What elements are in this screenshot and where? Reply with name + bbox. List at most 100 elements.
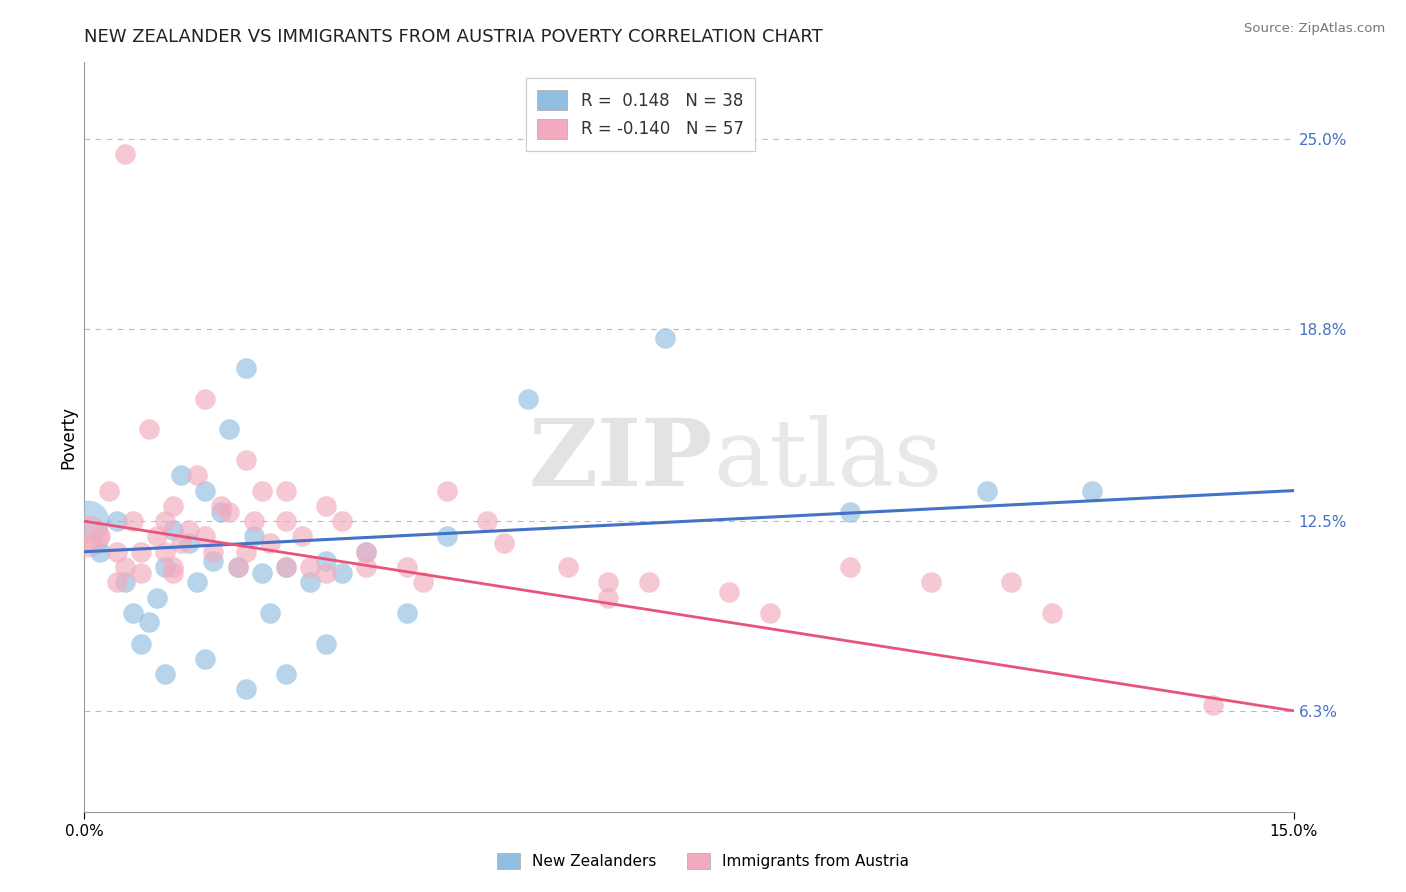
Point (1040, 606, 1063, 620)
Point (598, 575, 620, 590)
Point (105, 514, 128, 528)
Point (274, 514, 297, 528)
Point (395, 560, 418, 574)
Point (259, 606, 281, 620)
Point (129, 545, 152, 559)
Y-axis label: Poverty: Poverty (59, 406, 77, 468)
Point (170, 468, 193, 483)
Point (274, 560, 297, 574)
Point (186, 468, 208, 483)
Point (598, 591, 620, 605)
Point (162, 560, 184, 574)
Point (235, 545, 257, 559)
Point (194, 529, 217, 543)
Point (235, 453, 257, 467)
Point (121, 514, 143, 528)
Point (162, 566, 184, 581)
Point (129, 636, 152, 650)
Point (330, 514, 353, 528)
Point (186, 575, 208, 590)
Point (654, 331, 676, 345)
Point (179, 524, 201, 538)
Point (242, 514, 264, 528)
Point (194, 483, 217, 498)
Point (146, 591, 169, 605)
Point (138, 615, 160, 629)
Point (250, 566, 273, 581)
Point (242, 529, 264, 543)
Point (274, 667, 297, 681)
Point (179, 535, 201, 549)
Text: ZIP: ZIP (529, 415, 713, 505)
Point (89, 545, 111, 559)
Text: NEW ZEALANDER VS IMMIGRANTS FROM AUSTRIA POVERTY CORRELATION CHART: NEW ZEALANDER VS IMMIGRANTS FROM AUSTRIA… (84, 28, 823, 45)
Point (356, 545, 378, 559)
Point (153, 667, 176, 681)
Point (153, 545, 176, 559)
Point (637, 575, 659, 590)
Point (436, 483, 458, 498)
Point (209, 499, 232, 513)
Point (315, 566, 337, 581)
Point (235, 682, 257, 697)
Point (436, 529, 458, 543)
Point (114, 575, 136, 590)
Point (138, 422, 160, 436)
Point (202, 554, 225, 568)
Point (557, 560, 579, 574)
Point (299, 560, 322, 574)
Point (315, 499, 337, 513)
Point (839, 560, 862, 574)
Point (299, 575, 322, 590)
Point (291, 529, 314, 543)
Point (77, 514, 100, 528)
Point (412, 575, 434, 590)
Point (250, 483, 273, 498)
Point (170, 535, 193, 549)
Point (274, 560, 297, 574)
Point (516, 392, 538, 406)
Point (259, 535, 281, 549)
Point (202, 545, 225, 559)
Point (89, 529, 111, 543)
Point (395, 606, 418, 620)
Legend: New Zealanders, Immigrants from Austria: New Zealanders, Immigrants from Austria (491, 847, 915, 875)
Point (235, 361, 257, 376)
Legend: R =  0.148   N = 38, R = -0.140   N = 57: R = 0.148 N = 38, R = -0.140 N = 57 (526, 78, 755, 151)
Point (477, 514, 499, 528)
Point (920, 575, 942, 590)
Point (330, 566, 353, 581)
Point (77, 529, 100, 543)
Point (194, 652, 217, 666)
Point (356, 560, 378, 574)
Point (492, 535, 515, 549)
Point (226, 560, 249, 574)
Point (315, 554, 337, 568)
Point (356, 545, 378, 559)
Point (1000, 575, 1022, 590)
Point (218, 505, 240, 519)
Point (758, 606, 780, 620)
Point (153, 560, 176, 574)
Point (839, 505, 862, 519)
Point (1081, 483, 1104, 498)
Point (105, 545, 128, 559)
Point (976, 483, 998, 498)
Point (274, 483, 297, 498)
Point (146, 529, 169, 543)
Text: Source: ZipAtlas.com: Source: ZipAtlas.com (1244, 22, 1385, 36)
Point (1202, 698, 1225, 712)
Point (121, 606, 143, 620)
Point (209, 505, 232, 519)
Point (97, 483, 120, 498)
Point (718, 584, 741, 599)
Point (218, 422, 240, 436)
Point (315, 636, 337, 650)
Point (226, 560, 249, 574)
Point (114, 560, 136, 574)
Point (162, 499, 184, 513)
Point (105, 575, 128, 590)
Point (153, 514, 176, 528)
Point (82, 535, 104, 549)
Point (162, 524, 184, 538)
